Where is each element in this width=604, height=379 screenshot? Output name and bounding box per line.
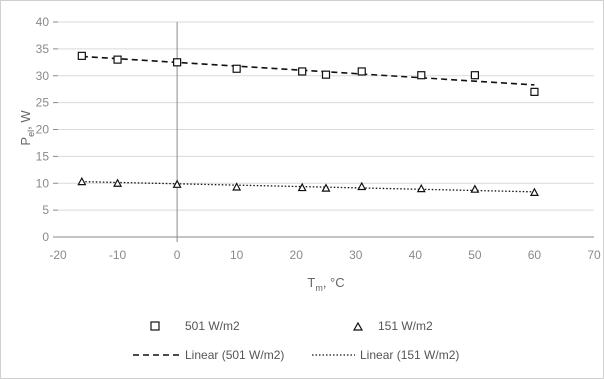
marker-triangle-1-8 [470,184,480,193]
y-axis-title-tail: , W [18,110,33,130]
x-tick-label--20: -20 [49,248,67,262]
tick-labels: 0 5 10 15 20 25 30 35 40 -20 -10 0 10 20 30 40 50 60 70 [36,15,601,262]
legend-label-501: 501 W/m2 [185,319,240,333]
x-tick-label-40: 40 [409,248,423,262]
legend-label-linear-501: Linear (501 W/m2) [185,348,284,362]
y-tick-label-0: 0 [42,230,49,244]
x-tick-label-50: 50 [468,248,482,262]
marker-square-0-3 [232,64,241,73]
marker-square-0-2 [173,58,182,67]
y-tick-label-25: 25 [36,96,50,110]
marker-square-0-6 [357,67,366,76]
x-tick-label-10: 10 [230,248,244,262]
trendline-0 [81,55,535,86]
marker-square-0-5 [321,70,331,79]
x-axis-title: Tm, °C [307,275,344,293]
legend-marker-triangle [352,321,364,331]
marker-triangle-1-2 [172,179,182,188]
marker-square-0-1 [113,55,122,64]
x-tick-label--10: -10 [109,248,127,262]
y-axis-title-sub: el [26,130,36,137]
y-tick-label-20: 20 [36,123,50,137]
legend: 501 W/m2 151 W/m2 Linear (501 W/m2) Line… [133,319,459,362]
marker-square-0-7 [417,71,426,80]
trendlines [81,55,535,193]
marker-square-0-8 [470,71,479,80]
x-tick-label-20: 20 [290,248,304,262]
legend-label-151: 151 W/m2 [378,319,433,333]
y-tick-label-10: 10 [36,176,50,190]
x-tick-label-60: 60 [528,248,542,262]
y-axis-title: Pel, W [18,110,36,146]
y-axis-title-main: P [18,137,33,146]
legend-marker-square [150,321,160,331]
marker-triangle-1-3 [232,182,242,191]
legend-label-linear-151: Linear (151 W/m2) [360,348,459,362]
marker-triangle-1-7 [416,183,426,193]
y-tick-label-35: 35 [36,42,50,56]
x-tick-label-0: 0 [174,248,181,262]
y-tick-label-30: 30 [36,69,50,83]
marker-square-0-0 [77,51,86,60]
x-axis-title-sub: m [315,283,323,293]
marker-triangle-1-9 [529,187,539,196]
marker-triangle-1-4 [297,182,307,192]
marker-triangle-1-1 [113,178,123,187]
x-tick-label-70: 70 [587,248,601,262]
marker-square-0-9 [530,87,539,96]
marker-triangle-1-6 [357,181,367,191]
marker-triangle-1-5 [321,183,331,192]
x-axis-title-main: T [307,275,315,290]
x-axis-title-tail: , °C [323,275,345,290]
marker-square-0-4 [298,67,307,76]
y-tick-label-40: 40 [36,15,50,29]
y-tick-label-15: 15 [36,149,50,163]
data-markers [77,51,539,196]
x-tick-label-30: 30 [349,248,363,262]
marker-triangle-1-0 [77,176,87,186]
y-tick-label-5: 5 [42,203,49,217]
